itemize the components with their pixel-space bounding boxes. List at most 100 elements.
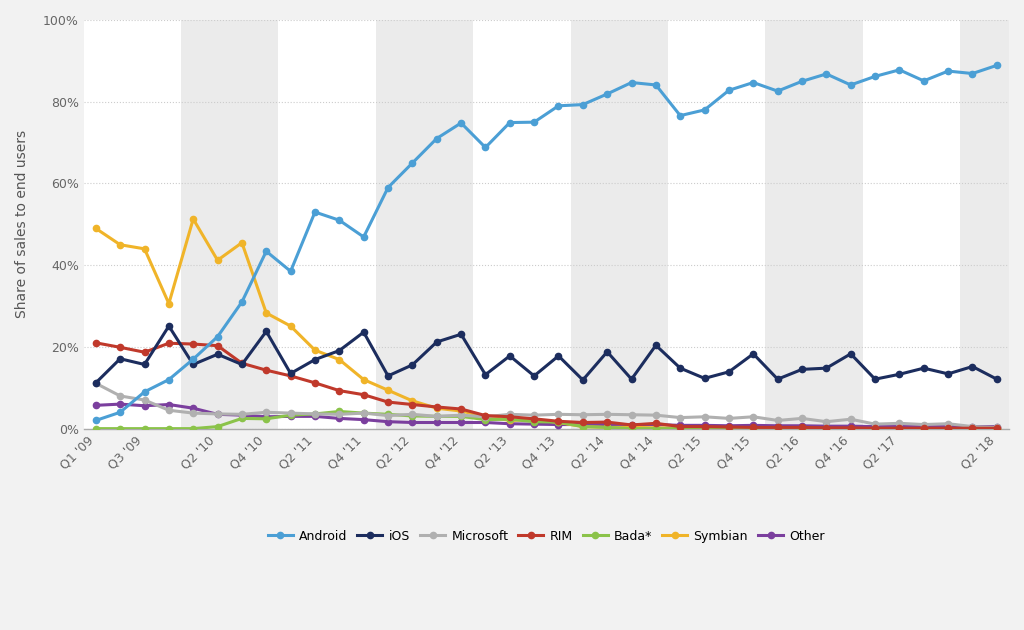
Bada* [333, 408, 345, 415]
Android [942, 67, 954, 75]
Android [967, 70, 979, 77]
Microsoft [455, 411, 467, 419]
Symbian [845, 425, 857, 432]
iOS [698, 375, 711, 382]
Bada* [552, 418, 564, 426]
iOS [942, 370, 954, 377]
Microsoft [382, 412, 394, 420]
Symbian [723, 425, 735, 432]
iOS [893, 370, 905, 378]
Microsoft [285, 410, 297, 417]
Microsoft [845, 415, 857, 423]
Other [138, 402, 151, 410]
Bada* [650, 425, 663, 432]
Android [552, 102, 564, 110]
iOS [601, 348, 613, 355]
RIM [967, 425, 979, 432]
RIM [236, 360, 248, 367]
Microsoft [820, 418, 833, 425]
Android [577, 101, 589, 108]
RIM [138, 348, 151, 356]
Bar [570, 20, 668, 428]
Bada* [90, 425, 102, 432]
Bada* [357, 410, 370, 417]
Android [626, 79, 638, 86]
Symbian [748, 425, 760, 432]
Microsoft [942, 420, 954, 428]
Android [528, 118, 541, 126]
Android [407, 159, 419, 167]
iOS [820, 364, 833, 372]
Microsoft [771, 416, 783, 424]
Microsoft [479, 413, 492, 421]
Other [601, 421, 613, 428]
Microsoft [309, 410, 322, 418]
Line: Other: Other [93, 401, 1000, 430]
Bada* [820, 425, 833, 432]
Other [163, 401, 175, 408]
Bar [376, 20, 473, 428]
Other [382, 418, 394, 425]
RIM [820, 424, 833, 432]
Bada* [796, 425, 808, 432]
Android [236, 298, 248, 306]
Bada* [138, 425, 151, 432]
iOS [187, 361, 200, 369]
RIM [187, 340, 200, 348]
RIM [382, 398, 394, 406]
Symbian [967, 425, 979, 432]
Microsoft [674, 414, 686, 421]
Android [138, 388, 151, 396]
Other [650, 421, 663, 428]
RIM [285, 372, 297, 380]
Symbian [893, 425, 905, 432]
Symbian [163, 300, 175, 307]
Bar [961, 20, 1009, 428]
Other [285, 413, 297, 420]
Android [309, 209, 322, 216]
Bada* [893, 425, 905, 432]
Symbian [430, 404, 442, 412]
Other [260, 413, 272, 421]
Bar [863, 20, 961, 428]
Other [626, 421, 638, 429]
Symbian [918, 425, 930, 432]
Symbian [601, 423, 613, 431]
Y-axis label: Share of sales to end users: Share of sales to end users [15, 130, 29, 318]
RIM [357, 391, 370, 399]
RIM [430, 403, 442, 411]
RIM [796, 423, 808, 431]
Microsoft [504, 411, 516, 418]
Microsoft [796, 415, 808, 422]
iOS [333, 346, 345, 354]
RIM [601, 418, 613, 426]
Bada* [577, 423, 589, 430]
Other [504, 420, 516, 428]
Symbian [990, 425, 1002, 432]
Other [942, 423, 954, 430]
iOS [918, 364, 930, 372]
Microsoft [90, 379, 102, 387]
Symbian [552, 419, 564, 427]
Microsoft [407, 411, 419, 418]
Symbian [698, 425, 711, 432]
RIM [90, 339, 102, 346]
RIM [552, 418, 564, 425]
Other [796, 422, 808, 430]
RIM [309, 379, 322, 387]
iOS [163, 323, 175, 330]
Symbian [942, 425, 954, 432]
Other [114, 400, 126, 408]
Microsoft [967, 423, 979, 430]
Bada* [285, 411, 297, 419]
Symbian [187, 215, 200, 223]
RIM [845, 424, 857, 432]
Other [407, 419, 419, 427]
Other [990, 423, 1002, 430]
Android [674, 112, 686, 120]
Microsoft [163, 406, 175, 414]
Microsoft [552, 411, 564, 418]
RIM [504, 413, 516, 421]
Other [723, 422, 735, 430]
Android [601, 90, 613, 98]
